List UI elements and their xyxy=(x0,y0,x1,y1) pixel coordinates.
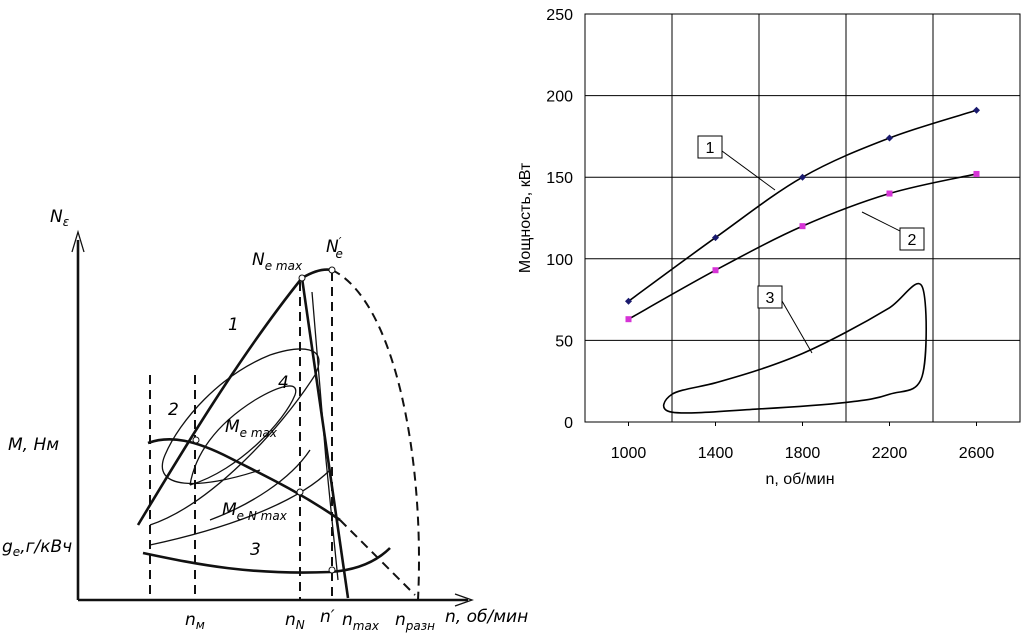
y-tick-label: 150 xyxy=(546,170,573,187)
label: n′ xyxy=(320,607,335,627)
x-tick-label: 2600 xyxy=(959,445,995,462)
curve xyxy=(147,438,341,522)
label-text: N xyxy=(252,250,265,270)
label: nmax xyxy=(342,610,380,633)
marker xyxy=(625,297,632,305)
point xyxy=(192,436,200,444)
curve xyxy=(331,269,420,601)
label: M, Нм xyxy=(8,435,59,455)
arrow xyxy=(454,593,474,607)
chart: n, об/мин Мощность, кВт 0 50 100 150 200 250 1… xyxy=(517,7,1021,488)
plot-frame xyxy=(584,13,1021,423)
contour xyxy=(189,385,297,486)
label: Me N max xyxy=(222,500,288,523)
leader-line xyxy=(721,150,776,191)
x-tick-label: 1400 xyxy=(698,445,734,462)
x-tick-label: 1000 xyxy=(611,445,647,462)
point xyxy=(296,488,304,496)
marker xyxy=(973,106,980,114)
curve-label: 3 xyxy=(250,540,261,560)
contour xyxy=(149,348,320,526)
y-tick-label: 250 xyxy=(546,7,573,24)
curve-label: 4 xyxy=(278,373,289,393)
label: Ne max xyxy=(252,250,303,273)
marker xyxy=(712,234,719,242)
arrow xyxy=(71,229,85,253)
label-sub: max xyxy=(353,619,380,633)
label-box xyxy=(697,135,723,159)
label: n, об/мин xyxy=(445,607,528,627)
curve xyxy=(142,547,391,574)
series-line xyxy=(662,283,928,414)
schematic: Nε Ne max N′ e 1 2 3 4 M, Нм ge,г/кВч Me … xyxy=(2,207,528,633)
label-text: n xyxy=(185,610,196,630)
point xyxy=(328,266,336,274)
label: nразн xyxy=(395,610,435,633)
marker xyxy=(625,316,632,323)
label-sub: e max xyxy=(240,426,278,440)
y-tick-label: 50 xyxy=(555,333,573,350)
curve-label: 1 xyxy=(228,315,239,335)
marker xyxy=(886,190,893,197)
contour xyxy=(149,469,331,546)
label-sub: N xyxy=(296,618,305,632)
y-tick-label: 100 xyxy=(546,252,573,269)
label-box xyxy=(899,227,925,251)
leader-line xyxy=(781,300,813,354)
curve xyxy=(300,277,350,599)
series-label: 1 xyxy=(706,140,715,157)
marker xyxy=(973,170,980,177)
label-box xyxy=(757,285,783,309)
label-sub: разн xyxy=(405,619,435,633)
label-text: N xyxy=(50,207,63,227)
label: Nε xyxy=(50,207,70,229)
curve xyxy=(311,291,339,581)
label: ge,г/кВч xyxy=(2,537,72,559)
label: nм xyxy=(185,610,205,632)
curve-label: 2 xyxy=(168,400,179,420)
label: Me max xyxy=(225,417,278,440)
label: N′ e xyxy=(326,235,343,261)
series-label: 2 xyxy=(908,232,917,249)
label-text: M xyxy=(225,417,240,437)
marker xyxy=(886,134,893,142)
marker xyxy=(799,173,806,181)
marker xyxy=(799,223,806,230)
marker xyxy=(712,267,719,274)
label-sub: e xyxy=(13,545,20,559)
curve xyxy=(136,268,333,526)
series-line xyxy=(628,109,977,302)
label: nN xyxy=(285,610,305,632)
label-text: n xyxy=(285,610,296,630)
label-text: N xyxy=(326,237,339,257)
point xyxy=(298,274,306,282)
y-tick-label: 200 xyxy=(546,89,573,106)
x-tick-label: 2200 xyxy=(872,445,908,462)
x-tick-label: 1800 xyxy=(785,445,821,462)
label-text: ,г/кВч xyxy=(20,537,72,557)
label-text: g xyxy=(2,537,13,557)
label-sub: e xyxy=(335,247,342,261)
label-sup: ′ xyxy=(339,235,342,249)
series-label: 3 xyxy=(766,290,775,307)
label-text: n xyxy=(342,610,353,630)
y-axis-label: Мощность, кВт xyxy=(517,162,534,273)
label-text: M xyxy=(222,500,237,520)
label-sub: e N max xyxy=(237,509,288,523)
y-tick-label: 0 xyxy=(564,415,573,432)
label-sub: ε xyxy=(63,215,70,229)
label-sub: e max xyxy=(265,259,303,273)
label-sub: м xyxy=(196,618,205,632)
point xyxy=(328,566,336,574)
label-text: n xyxy=(395,610,406,630)
contour xyxy=(209,449,311,521)
x-axis-label: n, об/мин xyxy=(765,471,834,488)
